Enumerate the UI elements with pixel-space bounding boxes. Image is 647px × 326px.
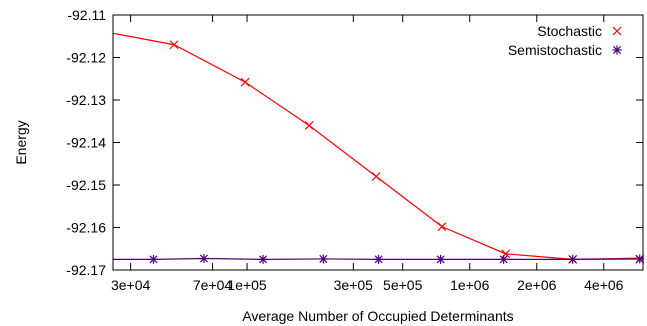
x-tick-label: 7e+04 — [193, 277, 233, 293]
x-tick-label: 5e+05 — [383, 277, 423, 293]
legend-marker-semistochastic — [612, 45, 622, 55]
data-point-semistochastic — [499, 254, 509, 264]
series-line-semistochastic — [113, 257, 644, 260]
data-point-semistochastic — [374, 254, 384, 264]
data-point-semistochastic — [436, 254, 446, 264]
data-point-semistochastic — [568, 254, 578, 264]
data-point-stochastic — [169, 40, 179, 50]
y-tick-label: -92.17 — [66, 262, 106, 278]
data-point-stochastic — [304, 121, 314, 130]
data-point-stochastic — [240, 77, 250, 87]
legend-marker-stochastic — [612, 26, 622, 36]
y-tick-label: -92.14 — [66, 135, 106, 151]
y-tick-label: -92.16 — [66, 220, 106, 236]
y-tick-label: -92.15 — [66, 177, 106, 193]
y-tick-label: -92.11 — [67, 7, 106, 23]
legend-label-semistochastic: Semistochastic — [508, 42, 602, 58]
x-tick-label: 3e+05 — [334, 277, 374, 293]
series-line-stochastic — [112, 32, 644, 260]
axis-ticks — [113, 14, 643, 271]
legend: Stochastic Semistochastic — [508, 23, 622, 58]
data-point-semistochastic — [318, 254, 328, 264]
data-point-stochastic — [501, 249, 511, 259]
data-point-stochastic — [437, 222, 447, 232]
x-tick-label: 1e+06 — [450, 277, 490, 293]
x-tick-label: 4e+06 — [584, 277, 624, 293]
data-point-semistochastic — [199, 254, 209, 264]
legend-label-stochastic: Stochastic — [537, 23, 602, 39]
data-point-semistochastic — [258, 254, 268, 264]
x-tick-label: 1e+05 — [227, 277, 267, 293]
x-tick-label: 2e+06 — [517, 277, 557, 293]
series-markers — [148, 40, 645, 264]
y-tick-label: -92.13 — [66, 92, 106, 108]
y-tick-label: -92.12 — [66, 50, 106, 66]
y-axis-label: Energy — [13, 120, 29, 164]
data-point-semistochastic — [148, 254, 158, 264]
x-tick-label: 3e+04 — [111, 277, 151, 293]
series-lines — [112, 32, 644, 260]
x-axis-label: Average Number of Occupied Determinants — [242, 308, 513, 324]
data-point-stochastic — [371, 172, 381, 181]
